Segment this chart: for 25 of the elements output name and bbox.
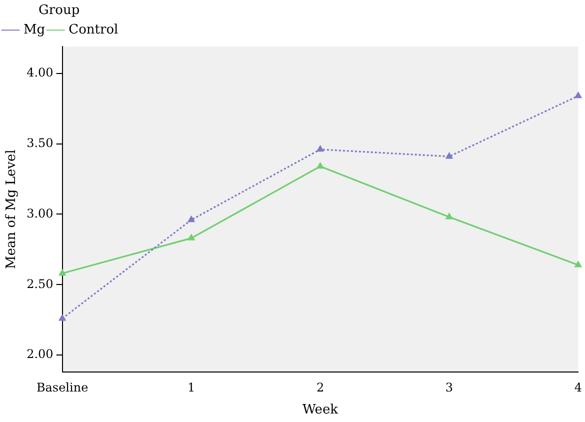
point — [58, 269, 66, 276]
x-tick-label: Baseline — [36, 380, 88, 394]
point — [316, 145, 324, 152]
y-axis-title: Mean of Mg Level — [4, 150, 20, 269]
x-axis-title: Week — [302, 402, 338, 418]
y-tick-label: 4.00 — [26, 65, 54, 80]
y-tick-label: 3.00 — [26, 206, 54, 220]
point — [446, 213, 453, 220]
legend-title: Group — [38, 2, 80, 18]
point — [58, 314, 66, 321]
point — [188, 216, 195, 222]
point — [574, 260, 582, 268]
point — [574, 92, 582, 98]
point — [188, 234, 195, 240]
x-tick-label: 2 — [316, 380, 324, 394]
y-tick-label: 2.50 — [26, 276, 54, 291]
x-tick-label: 4 — [574, 380, 582, 394]
point — [316, 162, 324, 169]
x-tick-label: 1 — [187, 380, 196, 394]
y-tick-label: 2.00 — [26, 347, 54, 362]
legend-label: Control — [68, 22, 118, 38]
y-tick-label: 3.50 — [26, 136, 54, 150]
legend-label: Mg — [24, 22, 46, 38]
point — [446, 152, 453, 159]
x-tick-label: 3 — [445, 380, 454, 394]
